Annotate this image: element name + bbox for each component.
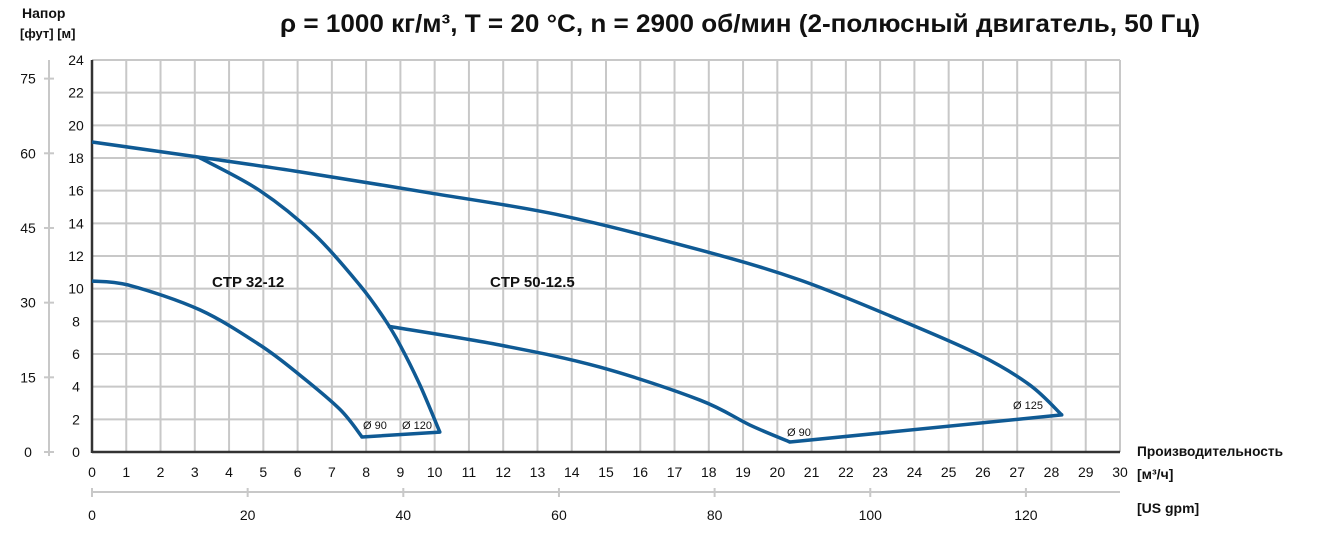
y-axis-units: [фут] [м]: [20, 26, 76, 41]
gpm-tick-label: 40: [396, 507, 412, 523]
x-tick-label: 18: [701, 464, 717, 480]
x-tick-label: 22: [838, 464, 854, 480]
y-axis-label: Напор: [22, 5, 65, 21]
gpm-tick-label: 20: [240, 507, 256, 523]
x-tick-label: 14: [564, 464, 580, 480]
gpm-tick-label: 0: [88, 507, 96, 523]
ft-tick-label: 60: [20, 145, 36, 161]
x-axis-label: Производительность: [1137, 443, 1283, 459]
y-tick-label: 22: [68, 85, 84, 101]
x-tick-label: 21: [804, 464, 820, 480]
y-tick-label: 14: [68, 215, 84, 231]
y-tick-label: 20: [68, 117, 84, 133]
x-tick-label: 23: [872, 464, 888, 480]
y-tick-label: 18: [68, 150, 84, 166]
ft-tick-label: 0: [24, 444, 32, 460]
x-tick-label: 25: [941, 464, 957, 480]
x-tick-label: 3: [191, 464, 199, 480]
axes: 0 1 2 3 4 5 6 7 8 9 10 11 12 13 14 15 16 17 18 19 20 21 22 23 24…: [20, 52, 1128, 523]
curve-label-ctp32-d90: Ø 90: [363, 420, 387, 432]
ft-tick-label: 75: [20, 71, 36, 87]
x-tick-label: 26: [975, 464, 991, 480]
y-tick-label: 16: [68, 183, 84, 199]
y-tick-label: 10: [68, 281, 84, 297]
gpm-tick-label: 60: [551, 507, 567, 523]
x-tick-label: 11: [462, 464, 477, 480]
x-tick-label: 6: [294, 464, 302, 480]
x-tick-label: 9: [397, 464, 405, 480]
ft-tick-label: 45: [20, 220, 36, 236]
pump-curve: [91, 279, 364, 439]
x-axis-units: [м³/ч]: [1137, 466, 1173, 482]
ft-tick-label: 15: [20, 369, 36, 385]
pump-curve: [197, 155, 442, 433]
y-tick-label: 12: [68, 248, 84, 264]
y-tick-label: 24: [68, 52, 84, 68]
x-tick-label: 1: [122, 464, 130, 480]
x-tick-label: 27: [1009, 464, 1025, 480]
x-tick-label: 19: [735, 464, 751, 480]
x-tick-label: 29: [1078, 464, 1094, 480]
x-tick-label: 4: [225, 464, 233, 480]
x-tick-label: 2: [157, 464, 165, 480]
gpm-tick-label: 80: [707, 507, 723, 523]
x-tick-label: 16: [632, 464, 648, 480]
gpm-tick-label: 120: [1014, 507, 1038, 523]
x-tick-label: 12: [495, 464, 511, 480]
y-tick-label: 4: [72, 379, 80, 395]
curve-label-ctp50-d90: Ø 90: [787, 427, 811, 439]
pump-curve: [387, 324, 791, 444]
min-flow-line: [788, 413, 1064, 444]
x-tick-label: 17: [667, 464, 683, 480]
x-tick-label: 13: [530, 464, 546, 480]
ft-tick-label: 30: [20, 295, 36, 311]
x-tick-label: 8: [362, 464, 370, 480]
y-tick-label: 0: [72, 444, 80, 460]
y-tick-label: 6: [72, 346, 80, 362]
curves: [91, 140, 1064, 444]
y-tick-label: 8: [72, 313, 80, 329]
min-flow-line: [360, 430, 442, 439]
pump-curve: [91, 140, 1063, 417]
y-tick-label: 2: [72, 411, 80, 427]
grid: [92, 59, 1121, 452]
x-tick-label: 15: [598, 464, 614, 480]
x-tick-label: 0: [88, 464, 96, 480]
model-label-ctp50: CTP 50-12.5: [490, 274, 575, 291]
gpm-tick-label: 100: [859, 507, 883, 523]
x-tick-label: 30: [1112, 464, 1128, 480]
x-tick-label: 10: [427, 464, 443, 480]
x-tick-label: 28: [1044, 464, 1060, 480]
x-tick-label: 24: [907, 464, 923, 480]
x2-axis-units: [US gpm]: [1137, 500, 1199, 516]
curve-label-ctp32-d120: Ø 120: [402, 420, 432, 432]
x-tick-label: 5: [259, 464, 267, 480]
curve-label-ctp50-d125: Ø 125: [1013, 400, 1043, 412]
chart-title: ρ = 1000 кг/м³, T = 20 °C, n = 2900 об/м…: [280, 10, 1200, 38]
model-label-ctp32: CTP 32-12: [212, 274, 284, 291]
x-tick-label: 7: [328, 464, 336, 480]
x-tick-label: 20: [770, 464, 786, 480]
labels: ρ = 1000 кг/м³, T = 20 °C, n = 2900 об/м…: [20, 5, 1283, 516]
